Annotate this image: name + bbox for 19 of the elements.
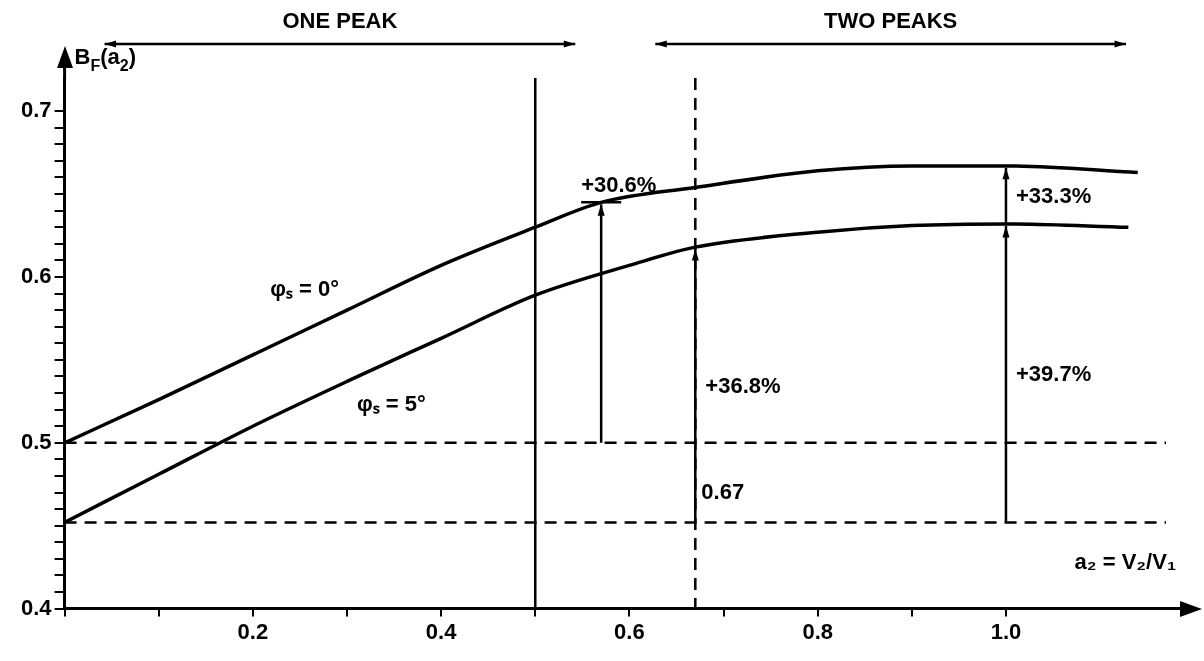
x-tick-label: 0.6 [614,618,645,644]
ref-line-label: 0.67 [701,478,745,504]
text: TWO PEAKS [824,8,958,33]
annotation: +33.3% [1015,182,1092,208]
x-tick-label: 0.8 [802,618,833,644]
text: ONE PEAK [282,8,398,33]
annotation: +39.7% [1015,361,1092,387]
x-tick-label: 0.4 [425,618,458,644]
series-label: φₛ = 5° [357,391,426,417]
y-tick-label: 0.7 [20,97,52,123]
x-axis-title: a₂ = V₂/V₁ [1074,548,1176,574]
x-tick-label: 1.0 [990,618,1022,644]
x-tick-label: 0.2 [237,618,269,644]
y-tick-label: 0.5 [20,428,52,454]
series-label: φₛ = 0° [270,276,339,302]
annotation: +36.8% [705,372,781,398]
annotation: +30.6% [581,172,657,198]
y-tick-label: 0.4 [20,594,53,620]
y-tick-label: 0.6 [20,263,52,289]
